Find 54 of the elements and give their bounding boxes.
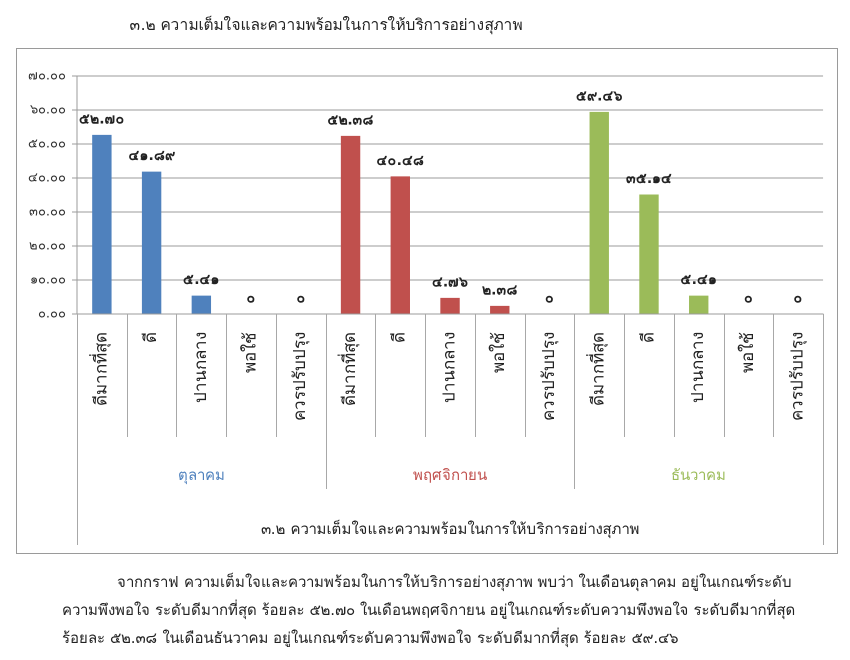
bar bbox=[639, 194, 659, 314]
y-tick-label: ๗๐.๐๐ bbox=[28, 68, 66, 84]
y-tick-label: ๒๐.๐๐ bbox=[28, 238, 66, 254]
data-label: ๐ bbox=[545, 290, 554, 307]
bar bbox=[142, 172, 162, 314]
data-label: ๐ bbox=[744, 290, 753, 307]
text: ธันวาคม bbox=[671, 466, 726, 484]
x-tick-label: ดี bbox=[141, 332, 162, 343]
x-tick-label: ดีมากที่สุด bbox=[586, 332, 609, 406]
data-label: ๕๙.๔๖ bbox=[576, 88, 622, 104]
bar bbox=[590, 112, 609, 314]
y-tick-label: ๐.๐๐ bbox=[38, 306, 66, 322]
data-label: ๒.๓๘ bbox=[482, 282, 518, 299]
x-tick-label: ดีมากที่สุด bbox=[88, 332, 112, 406]
bar bbox=[689, 296, 708, 314]
x-tick-label: ดีมากที่สุด bbox=[336, 332, 360, 406]
data-label: ๐ bbox=[246, 290, 256, 307]
bar bbox=[440, 298, 460, 314]
data-label: ๐ bbox=[296, 290, 306, 307]
text: พฤศจิกายน bbox=[413, 466, 488, 484]
bar bbox=[192, 296, 212, 314]
text: ตุลาคม bbox=[178, 466, 225, 485]
x-tick-label: ดี bbox=[638, 332, 658, 343]
text: ๓.๒ ความเต็มใจและความพร้อมในการให้บริการอย่างสุภาพ bbox=[260, 518, 640, 539]
data-label: ๕๒.๓๘ bbox=[327, 112, 374, 129]
y-tick-label: ๔๐.๐๐ bbox=[28, 170, 66, 186]
x-tick-label: ควรปรับปรุง bbox=[788, 332, 808, 421]
data-label: ๕.๔๑ bbox=[183, 272, 220, 288]
x-tick-label: ควรปรับปรุง bbox=[290, 332, 310, 421]
x-tick-label: ปานกลาง bbox=[439, 332, 460, 403]
x-tick-label: ปานกลาง bbox=[688, 332, 708, 403]
x-tick-label: พอใช้ bbox=[736, 332, 758, 373]
text: จากกราฟ ความเต็มใจและความพร้อมในการให้บริการอย่างสุภาพ พบว่า ในเดือนตุลาคม อยู่ในเกณฑ์ระดับความพึงพอใจ ระดับดีมากที่สุด ร้อยละ ๕๒.๗๐ ในเดือนพฤศจิกายน อยู่ในเกณฑ์ระดับความพึงพอใจ ระดับดีมากที่สุด ร้อยละ ๕๒.๓๘ ในเดือนธันวาคม อยู่ในเกณฑ์ระดับความพึงพอใจ ระดับดีมากที่สุด ร้อยละ ๕๙.๔๖ bbox=[62, 572, 796, 650]
data-label: ๔๐.๔๘ bbox=[376, 153, 424, 170]
chart-title: ๓.๒ ความเต็มใจและความพร้อมในการให้บริการอย่างสุภาพ bbox=[128, 14, 524, 36]
bar bbox=[92, 134, 112, 314]
data-label: ๕๒.๗๐ bbox=[79, 111, 125, 128]
y-tick-label: ๕๐.๐๐ bbox=[28, 136, 66, 152]
bar bbox=[490, 306, 510, 314]
y-tick-label: ๓๐.๐๐ bbox=[28, 204, 66, 220]
bar bbox=[390, 176, 410, 314]
x-tick-label: ควรปรับปรุง bbox=[538, 332, 559, 421]
x-tick-label: ปานกลาง bbox=[190, 332, 211, 403]
data-label: ๐ bbox=[794, 290, 803, 307]
bar bbox=[340, 136, 360, 314]
data-label: ๔.๗๖ bbox=[432, 274, 468, 290]
x-tick-label: พอใช้ bbox=[240, 332, 261, 373]
x-tick-label: พอใช้ bbox=[488, 332, 510, 373]
y-tick-label: ๑๐.๐๐ bbox=[30, 272, 66, 288]
x-tick-label: ดี bbox=[390, 332, 410, 343]
y-tick-label: ๖๐.๐๐ bbox=[30, 102, 66, 118]
data-label: ๓๕.๑๔ bbox=[626, 171, 672, 188]
data-label: ๔๑.๘๙ bbox=[128, 148, 175, 164]
data-label: ๕.๔๑ bbox=[680, 272, 717, 288]
